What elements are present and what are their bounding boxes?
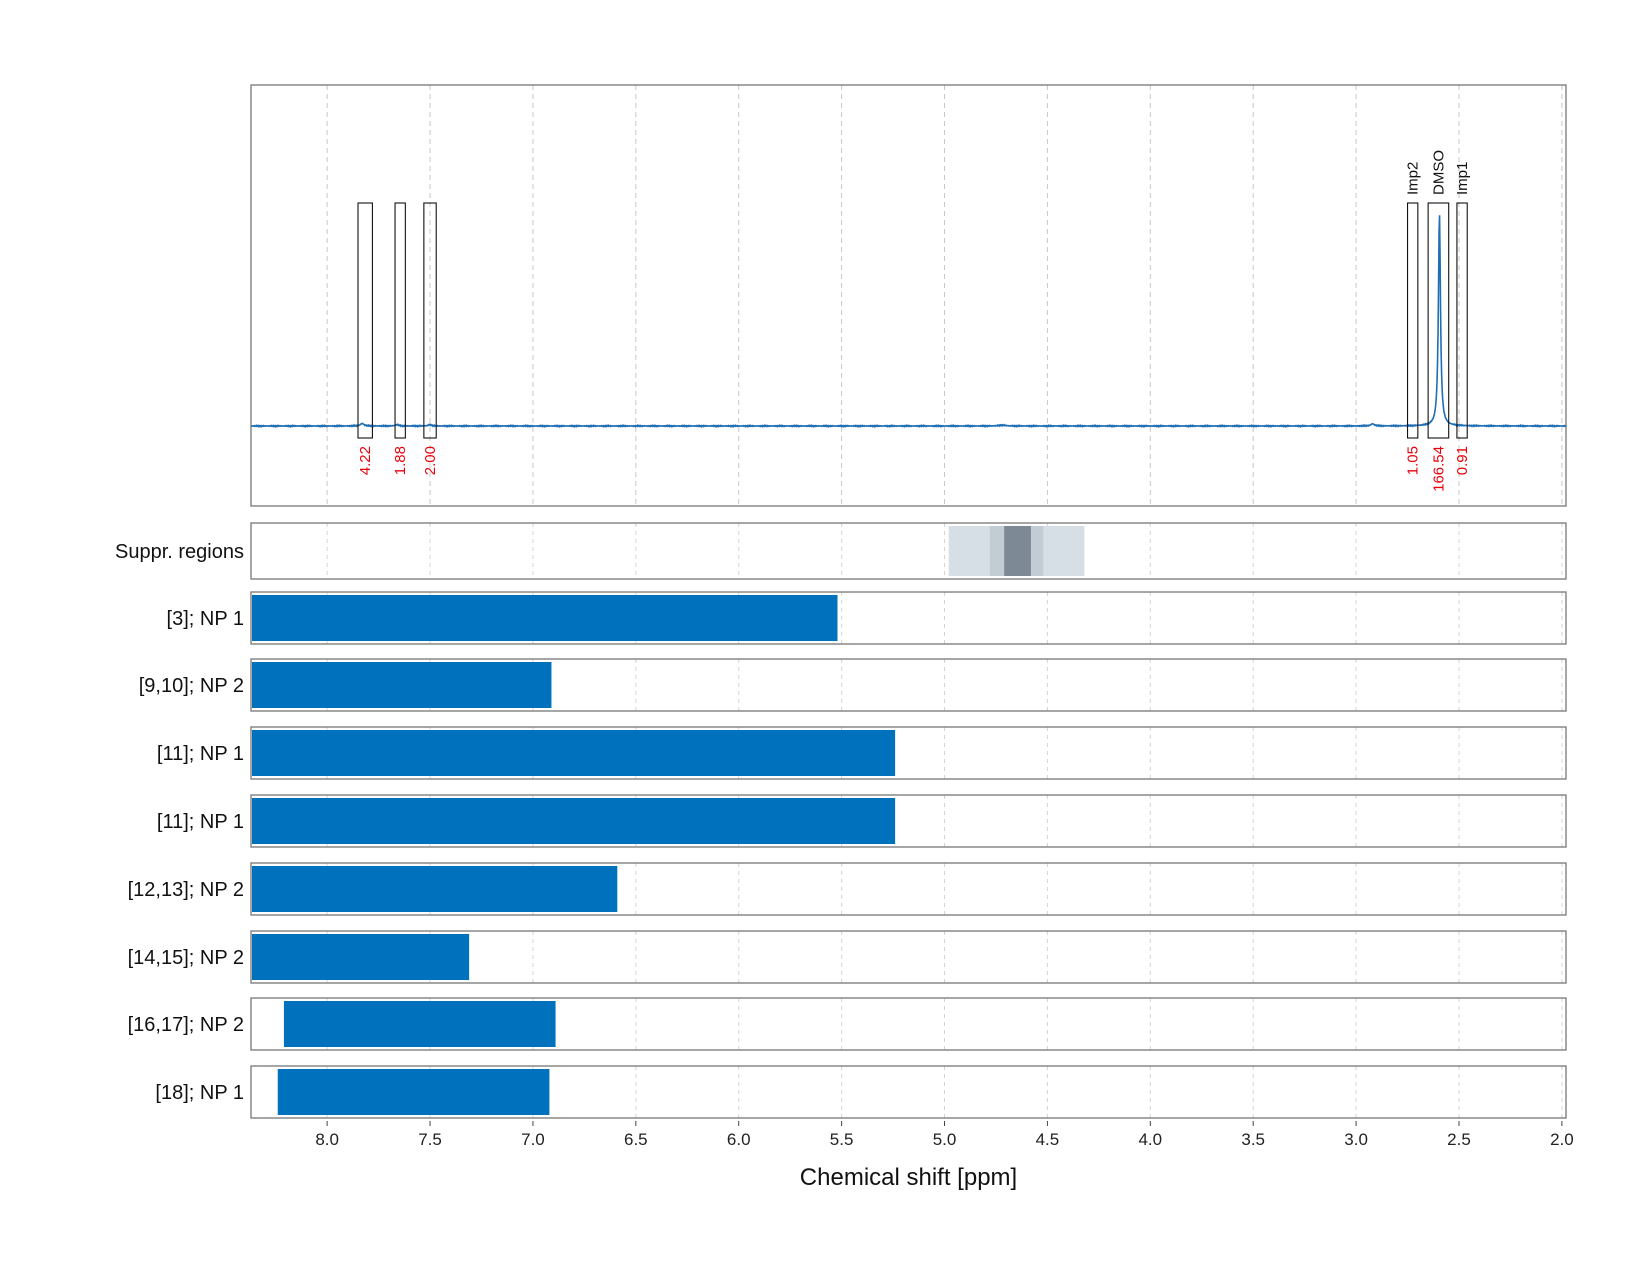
x-tick-label: 2.5: [1447, 1130, 1471, 1149]
x-tick-label: 8.0: [315, 1130, 339, 1149]
integral-value: 4.22: [357, 446, 374, 475]
row-label: [9,10]; NP 2: [139, 675, 244, 697]
integration-box: [357, 202, 373, 439]
x-tick-label: 5.0: [933, 1130, 957, 1149]
row-frame: [250, 1065, 1567, 1119]
integral-value: 1.05: [1405, 446, 1422, 475]
range-row: [12,13]; NP 2: [128, 862, 1567, 916]
integral-value: 166.54: [1430, 446, 1447, 492]
row-frame: [250, 658, 1567, 712]
row-frame: [250, 930, 1567, 984]
row-label: [3]; NP 1: [167, 608, 244, 630]
range-bar: [252, 730, 896, 776]
range-bar: [252, 595, 838, 641]
suppression-panel: Suppr. regions: [115, 522, 1567, 580]
suppression-frame: [250, 522, 1567, 580]
spectrum-trace: [250, 215, 1567, 429]
range-bar: [252, 866, 618, 912]
x-tick-label: 6.0: [727, 1130, 751, 1149]
integration-box: [1456, 202, 1468, 439]
spectrum-frame: [250, 84, 1567, 507]
row-frame: [250, 862, 1567, 916]
row-label: [11]; NP 1: [157, 811, 244, 833]
row-label: [16,17]; NP 2: [128, 1014, 244, 1036]
range-row: [11]; NP 1: [157, 726, 1567, 780]
x-tick-label: 3.5: [1241, 1130, 1265, 1149]
integration-box: [1406, 202, 1419, 439]
range-row: [11]; NP 1: [157, 794, 1567, 848]
x-tick-label: 4.0: [1138, 1130, 1162, 1149]
row-frame: [250, 997, 1567, 1051]
row-frame: [250, 794, 1567, 848]
integration-region-name: Imp2: [1405, 162, 1422, 195]
integration-box: [1427, 202, 1450, 439]
suppression-band: [1004, 526, 1031, 576]
row-frame: [250, 726, 1567, 780]
integral-value: 1.88: [392, 446, 409, 475]
x-tick-label: 2.0: [1550, 1130, 1574, 1149]
row-label: [14,15]; NP 2: [128, 947, 244, 969]
integration-box: [423, 202, 437, 439]
x-axis-title: Chemical shift [ppm]: [800, 1164, 1017, 1191]
range-row: [18]; NP 1: [155, 1065, 1567, 1119]
range-bar: [252, 798, 896, 844]
range-bar: [277, 1069, 550, 1115]
row-frame: [250, 591, 1567, 645]
range-bar: [283, 1001, 556, 1047]
range-row: [14,15]; NP 2: [128, 930, 1567, 984]
integration-region-name: DMSO: [1430, 150, 1447, 195]
range-row: [3]; NP 1: [167, 591, 1567, 645]
integration-region-name: Imp1: [1454, 162, 1471, 195]
row-label: [18]; NP 1: [155, 1082, 244, 1104]
x-tick-label: 7.0: [521, 1130, 545, 1149]
range-rows: [3]; NP 1 [9,10]; NP 2 [11]; NP 1 [11]; NP …: [128, 591, 1567, 1119]
x-tick-label: 4.5: [1036, 1130, 1060, 1149]
row-label: [12,13]; NP 2: [128, 879, 244, 901]
integration-box: [394, 202, 406, 439]
integral-value: 2.00: [422, 446, 439, 475]
range-row: [16,17]; NP 2: [128, 997, 1567, 1051]
x-tick-label: 6.5: [624, 1130, 648, 1149]
x-tick-label: 7.5: [418, 1130, 442, 1149]
spectrum-panel: 4.22 1.88 2.00 1.05 Imp2 166.54 DMSO 0.91 Imp1: [250, 84, 1567, 507]
integral-value: 0.91: [1454, 446, 1471, 475]
x-tick-label: 3.0: [1344, 1130, 1368, 1149]
range-bar: [252, 662, 552, 708]
range-bar: [252, 934, 470, 980]
x-tick-label: 5.5: [830, 1130, 854, 1149]
suppression-label: Suppr. regions: [115, 541, 244, 563]
x-axis: Chemical shift [ppm] 8.0 7.5 7.0 6.5 6.0 5.5 5…: [315, 1121, 1574, 1191]
row-label: [11]; NP 1: [157, 743, 244, 765]
range-row: [9,10]; NP 2: [139, 658, 1567, 712]
